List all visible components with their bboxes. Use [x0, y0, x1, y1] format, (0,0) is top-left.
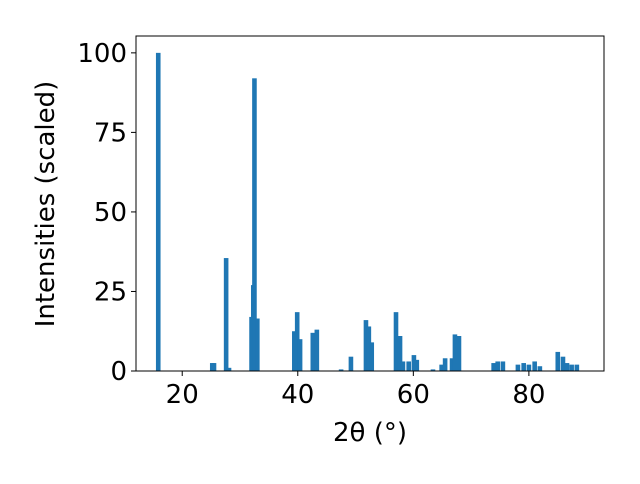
y-tick-label: 50 [94, 198, 127, 228]
bar [430, 369, 436, 371]
bar [393, 312, 399, 371]
bar [310, 332, 316, 371]
bar [414, 359, 420, 371]
bar [532, 361, 537, 371]
bar [369, 342, 375, 371]
y-tick-label: 25 [94, 277, 127, 307]
bar [292, 331, 297, 371]
bar [400, 361, 406, 371]
bar [555, 351, 561, 371]
x-tick-label: 40 [281, 380, 314, 410]
bar [252, 78, 257, 371]
bar [294, 312, 300, 371]
bar [442, 358, 448, 371]
bar [338, 369, 344, 371]
x-tick-label: 80 [512, 380, 545, 410]
bar [491, 363, 496, 371]
bar [439, 364, 444, 371]
bar [452, 334, 458, 371]
y-tick-label: 0 [110, 357, 127, 387]
bar [521, 363, 526, 371]
bar [569, 364, 574, 371]
bar [314, 329, 320, 371]
x-axis-label: 2θ (°) [333, 418, 407, 448]
bar [515, 364, 521, 371]
bar [363, 320, 369, 371]
bar [564, 363, 570, 371]
bar [155, 52, 161, 371]
y-tick-label: 75 [94, 118, 127, 148]
bar [397, 336, 403, 371]
bar [406, 361, 412, 371]
bar [526, 364, 532, 371]
bar [537, 366, 543, 371]
bar [449, 358, 455, 371]
x-tick-label: 20 [166, 380, 199, 410]
bar [574, 364, 580, 371]
bar [560, 356, 566, 371]
x-tick-label: 60 [397, 380, 430, 410]
bar [223, 258, 229, 371]
bar [411, 355, 417, 371]
bar [500, 361, 506, 371]
y-tick-label: 100 [77, 39, 127, 69]
bar [297, 339, 303, 371]
bar [456, 336, 462, 371]
bar [366, 326, 372, 371]
y-axis-label: Intensities (scaled) [31, 81, 61, 328]
bar [495, 361, 500, 371]
bar [255, 318, 260, 371]
plot-frame [135, 35, 605, 372]
bar [226, 367, 232, 371]
bar [348, 356, 354, 371]
bar [211, 363, 217, 371]
